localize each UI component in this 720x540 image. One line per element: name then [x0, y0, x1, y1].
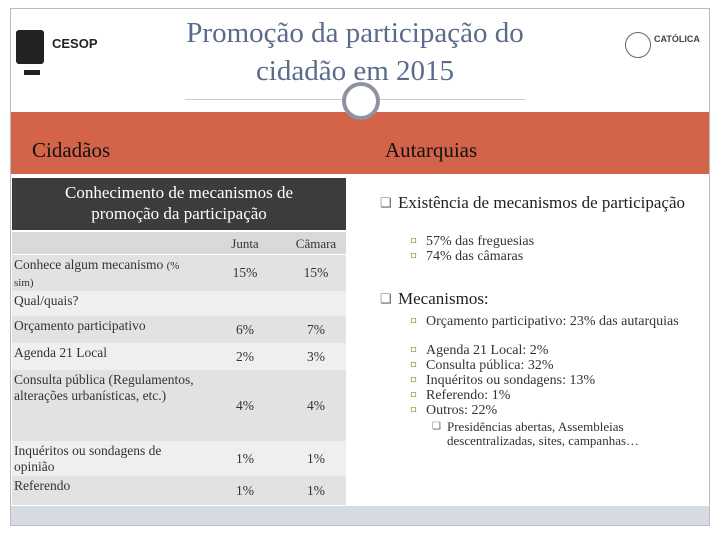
title-line: Promoção da participação do [186, 17, 524, 49]
logo-icon [24, 70, 40, 75]
table-row: Qual/quais? [12, 291, 346, 316]
cell-value: 1% [236, 451, 254, 466]
row-label: Consulta pública (Regulamentos, alteraçõ… [14, 372, 194, 403]
row-label: Orçamento participativo [14, 318, 146, 333]
cell-value: 1% [307, 451, 325, 466]
column-header: Câmara [295, 236, 337, 251]
cell-value: 1% [236, 483, 254, 498]
table-header: Junta Câmara [12, 232, 346, 254]
logo-icon [625, 32, 651, 58]
bullet-item: Agenda 21 Local: 2% [410, 344, 720, 359]
frame [10, 8, 710, 526]
panel-heading: Conhecimento de mecanismos de promoção d… [12, 178, 346, 230]
band-label: Autarquias [385, 138, 478, 162]
cell-value: 15% [303, 265, 329, 280]
circle [342, 82, 380, 120]
table-row: Inquéritos ou sondagens de opinião 1% 1% [12, 441, 346, 476]
logo-icon [16, 30, 44, 64]
row-label: Qual/quais? [14, 293, 79, 308]
footer-bar [11, 506, 709, 525]
table-row: Consulta pública (Regulamentos, alteraçõ… [12, 370, 346, 441]
cell-value: 1% [307, 483, 325, 498]
table-row: Agenda 21 Local 2% 3% [12, 343, 346, 370]
bullet-item: Referendo: 1% [410, 389, 720, 404]
bullet-item: Inquéritos ou sondagens: 13% [410, 374, 720, 389]
bullet-item: Consulta pública: 32% [410, 359, 720, 374]
band [11, 112, 709, 174]
row-label: Agenda 21 Local [14, 345, 107, 360]
cell-value: 4% [307, 398, 325, 413]
bullet-item: 74% das câmaras [410, 250, 720, 265]
logo-text: CATÓLICA [654, 34, 700, 44]
cell-value: 2% [236, 349, 254, 364]
title: Promoção da participação do cidadão em 2… [140, 14, 570, 90]
cell-value: 4% [236, 398, 254, 413]
sub-item: Presidências abertas, Assembleias descen… [432, 420, 712, 448]
table-row: Conhece algum mecanismo (% sim) 15% 15% [12, 255, 346, 291]
table-row: Orçamento participativo 6% 7% [12, 316, 346, 343]
row-label: Inquéritos ou sondagens de opinião [14, 443, 162, 474]
logo-text: CESOP [52, 36, 98, 51]
cell-value: 7% [307, 322, 325, 337]
heading-line: Conhecimento de mecanismos de [64, 183, 294, 202]
cell-value: 15% [232, 265, 258, 280]
band-label: Cidadãos [32, 138, 111, 162]
section-heading: Mecanismos: [380, 290, 718, 309]
title-line: cidadão em 2015 [255, 55, 455, 87]
section-heading: Existência de mecanismos de participação [380, 194, 718, 213]
column-header: Junta [231, 236, 259, 251]
cell-value: 3% [307, 349, 325, 364]
bullet-item: 57% das freguesias [410, 235, 720, 250]
row-label: Conhece algum mecanismo (% sim) [14, 257, 180, 289]
row-note: (% sim) [14, 260, 180, 289]
table-row: Referendo 1% 1% [12, 476, 346, 505]
bullet-item: Outros: 22% [410, 404, 720, 419]
cell-value: 6% [236, 322, 254, 337]
row-label: Referendo [14, 478, 71, 493]
heading-line: promoção da participação [91, 204, 267, 223]
bullet-item: Orçamento participativo: 23% das autarqu… [410, 315, 720, 330]
